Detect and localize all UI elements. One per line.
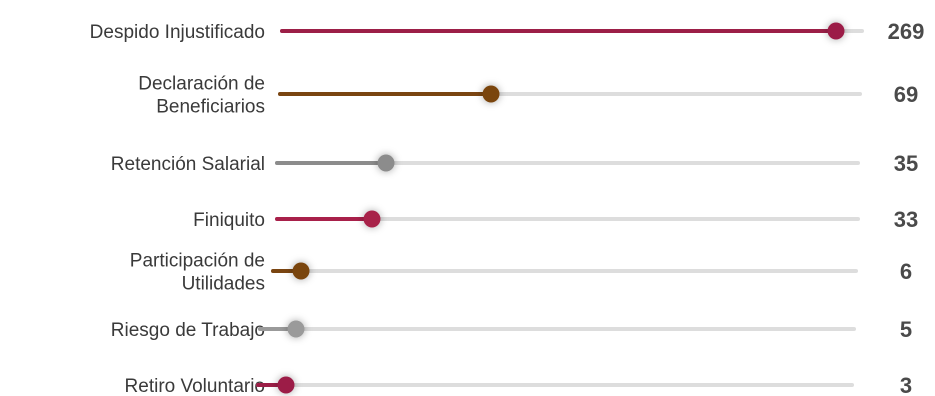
category-label: Retención Salarial — [111, 154, 265, 175]
value-dot — [827, 22, 845, 40]
value-label: 6 — [900, 259, 912, 284]
chart-row: Finiquito 33 — [193, 207, 918, 232]
chart-row: Retención Salarial 35 — [111, 151, 918, 176]
category-label: Retiro Voluntario — [125, 376, 265, 396]
value-dot — [277, 376, 295, 394]
chart-rows: Despido Injustificado 269 Declaración deBe… — [90, 19, 925, 396]
category-label: Riesgo de Trabajo — [111, 320, 265, 341]
value-dot — [363, 210, 381, 228]
value-label: 69 — [894, 82, 918, 107]
category-label: Declaración de — [138, 74, 265, 95]
value-dot — [482, 85, 500, 103]
category-label: Participación de — [130, 251, 265, 272]
category-label: Despido Injustificado — [90, 22, 265, 43]
value-label: 5 — [900, 317, 912, 342]
category-label: Utilidades — [182, 274, 265, 295]
value-label: 269 — [888, 19, 925, 44]
chart-row: Riesgo de Trabajo 5 — [111, 317, 912, 342]
value-label: 3 — [900, 373, 912, 396]
category-label: Finiquito — [193, 210, 265, 231]
value-label: 33 — [894, 207, 918, 232]
value-dot — [292, 262, 310, 280]
value-dot — [377, 154, 395, 172]
category-label: Beneficiarios — [156, 97, 265, 118]
chart-row: Retiro Voluntario 3 — [125, 373, 913, 396]
value-dot — [287, 320, 305, 338]
value-label: 35 — [894, 151, 918, 176]
chart-row: Despido Injustificado 269 — [90, 19, 925, 44]
